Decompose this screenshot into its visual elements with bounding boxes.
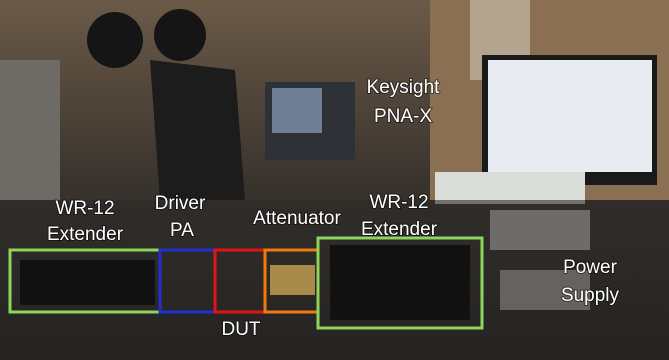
label: WR-12 [55, 198, 114, 219]
extender-left [20, 260, 155, 305]
label: Supply [561, 285, 620, 306]
label: Power [563, 257, 618, 278]
microscope-eyepiece [154, 9, 206, 61]
label: Extender [47, 224, 124, 245]
pna-screen [272, 88, 322, 133]
monitor-screen [488, 60, 652, 172]
microscope-eyepiece [87, 12, 143, 68]
label: Attenuator [253, 208, 341, 229]
label: Driver [155, 193, 206, 214]
label: DUT [221, 319, 260, 340]
extender-right [330, 245, 470, 320]
microscope [150, 60, 245, 200]
rack [0, 60, 60, 200]
attenuator [270, 265, 315, 295]
label: Extender [361, 219, 438, 240]
label: WR-12 [369, 192, 428, 213]
label: PNA-X [374, 106, 432, 127]
photo: Keysight PNA-X WR-12 Extender Driver PA … [0, 0, 669, 360]
label: Keysight [367, 77, 441, 98]
keyboard [435, 172, 585, 204]
label: PA [170, 220, 194, 241]
